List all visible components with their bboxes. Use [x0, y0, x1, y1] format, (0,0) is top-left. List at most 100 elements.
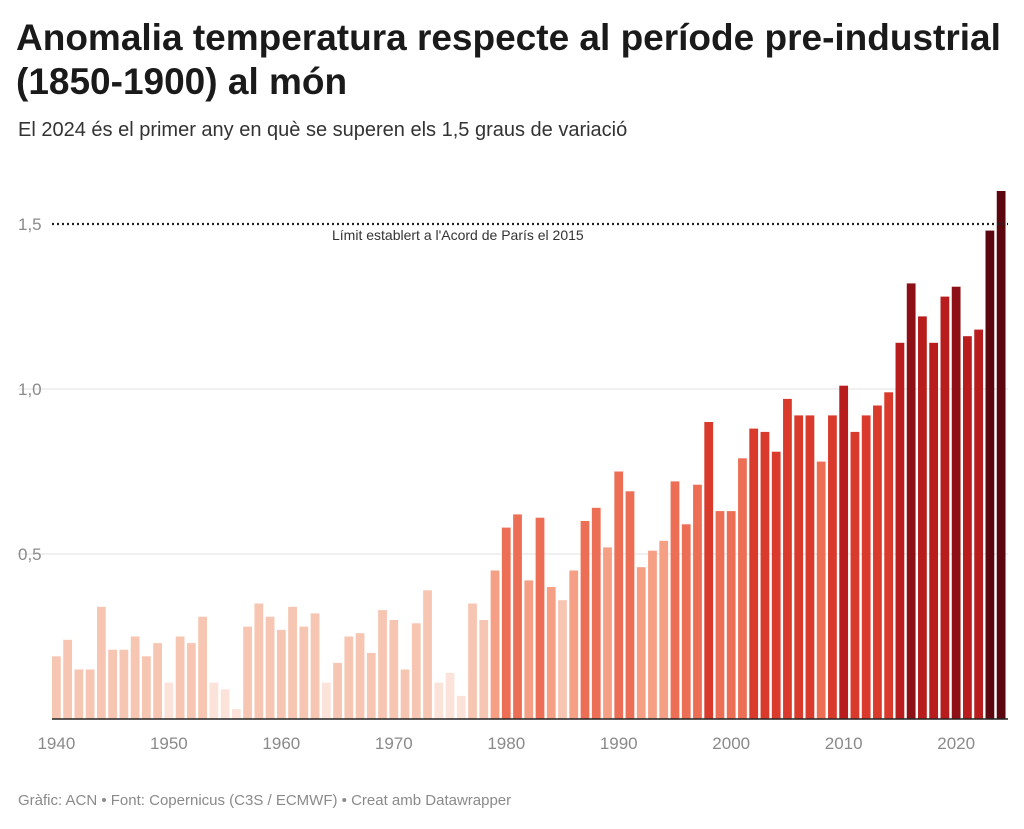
bar-2009	[828, 415, 837, 719]
y-tick-label: 1,0	[18, 380, 42, 399]
bar-1984	[546, 587, 556, 719]
y-tick-label: 0,5	[18, 545, 42, 564]
paris-limit-reference: Límit establert a l'Acord de París el 20…	[52, 222, 1008, 243]
y-tick-label: 1,5	[18, 215, 42, 234]
bar-1956	[231, 709, 241, 719]
bar-2008	[816, 461, 826, 719]
bar-1977	[468, 603, 477, 719]
bar-1960	[276, 629, 286, 719]
bar-1990	[614, 471, 624, 719]
bar-1949	[153, 643, 162, 719]
bar-1979	[490, 570, 500, 719]
bar-1992	[636, 567, 646, 719]
bar-1947	[130, 636, 140, 719]
bar-2014	[884, 392, 894, 719]
bar-1972	[411, 623, 421, 719]
bar-2021	[963, 336, 972, 719]
bar-1955	[220, 689, 230, 719]
bar-1971	[400, 669, 410, 719]
bar-2001	[738, 458, 747, 719]
bar-1958	[254, 603, 264, 719]
bar-1951	[175, 636, 185, 719]
bar-1991	[625, 491, 635, 719]
bar-2017	[918, 316, 927, 719]
reference-line-label: Límit establert a l'Acord de París el 20…	[332, 227, 584, 243]
bar-chart: Límit establert a l'Acord de París el 20…	[18, 191, 1008, 753]
chart-subtitle: El 2024 és el primer any en què se super…	[18, 119, 628, 141]
bar-1965	[333, 662, 342, 719]
bar-1994	[659, 540, 669, 719]
bar-1999	[715, 511, 725, 719]
x-tick-label: 2000	[712, 734, 750, 753]
bar-2005	[783, 398, 792, 719]
bar-2003	[760, 431, 770, 719]
bar-2013	[873, 405, 882, 719]
bar-1995	[670, 481, 680, 719]
x-axis-ticks: 1940 1950 1960 1970 1980 1990 2000 2010 2020	[37, 734, 975, 753]
bar-2000	[726, 511, 736, 719]
bar-2004	[771, 451, 781, 719]
x-tick-label: 1980	[487, 734, 525, 753]
bar-1945	[108, 649, 118, 719]
bar-2010	[839, 385, 849, 719]
x-tick-label: 1950	[150, 734, 188, 753]
bar-1988	[591, 507, 601, 719]
bar-1976	[456, 695, 466, 719]
bar-2023	[985, 230, 995, 719]
bar-1957	[243, 626, 252, 719]
bar-1970	[389, 620, 399, 719]
bar-1967	[355, 633, 365, 719]
bar-1941	[63, 639, 73, 719]
x-tick-label: 1970	[375, 734, 413, 753]
bar-1959	[265, 616, 275, 719]
bar-1962	[299, 626, 309, 719]
x-tick-label: 1940	[37, 734, 75, 753]
bar-2019	[940, 296, 950, 719]
bar-1948	[141, 656, 151, 719]
bar-1981	[513, 514, 522, 719]
bar-1950	[164, 682, 174, 719]
bar-1961	[288, 606, 297, 719]
bar-2002	[749, 428, 759, 719]
bar-1964	[321, 682, 331, 719]
x-tick-label: 1960	[262, 734, 300, 753]
bar-1998	[704, 422, 714, 719]
bar-1980	[501, 527, 511, 719]
bar-1978	[479, 620, 489, 719]
bar-1942	[74, 669, 84, 719]
x-tick-label: 2020	[937, 734, 975, 753]
bar-1943	[85, 669, 95, 719]
bar-series	[52, 191, 1006, 719]
bar-1954	[209, 682, 219, 719]
bar-1953	[198, 616, 207, 719]
bar-1975	[445, 672, 455, 719]
bar-1944	[96, 606, 106, 719]
bar-1952	[186, 643, 196, 719]
bar-2007	[805, 415, 815, 719]
x-tick-label: 2010	[825, 734, 863, 753]
bar-1987	[580, 521, 590, 719]
bar-2015	[895, 342, 905, 719]
bar-2020	[951, 286, 961, 719]
bar-1946	[119, 649, 129, 719]
bar-1966	[344, 636, 354, 719]
bar-1996	[681, 524, 691, 719]
bar-1963	[310, 613, 320, 719]
bar-1983	[535, 517, 545, 719]
source-credit: Gràfic: ACN • Font: Copernicus (C3S / EC…	[18, 792, 512, 809]
bar-1974	[434, 682, 444, 719]
x-tick-label: 1990	[600, 734, 638, 753]
grid-lines	[18, 388, 1008, 555]
bar-1997	[693, 484, 702, 719]
bar-1993	[648, 550, 657, 719]
bar-2011	[850, 431, 860, 719]
bar-1940	[52, 656, 61, 719]
chart-title: Anomalia temperatura respecte al període…	[16, 17, 1001, 102]
bar-1985	[558, 600, 567, 719]
bar-1968	[366, 653, 376, 719]
bar-2018	[929, 342, 939, 719]
bar-1973	[423, 590, 432, 719]
bar-1986	[569, 570, 579, 719]
bar-2022	[974, 329, 984, 719]
bar-1989	[603, 547, 612, 719]
